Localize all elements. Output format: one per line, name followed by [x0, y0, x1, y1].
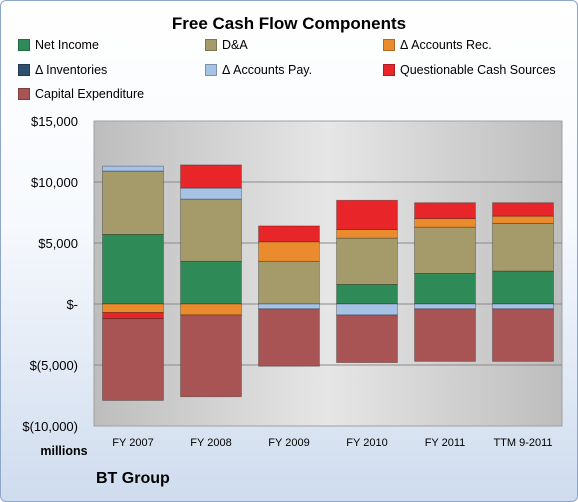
legend-label: Questionable Cash Sources: [400, 63, 556, 77]
bar-segment: [414, 226, 476, 274]
x-tick-label: FY 2010: [346, 437, 387, 449]
bar-segment: [492, 202, 554, 217]
legend-label: D&A: [222, 38, 248, 52]
bar-segment: [492, 215, 554, 224]
bar-segment: [180, 198, 242, 262]
bar-segment: [336, 237, 398, 285]
y-tick-label: $-: [66, 297, 78, 312]
legend-item-6: Capital Expenditure: [18, 87, 144, 101]
bar-segment: [258, 303, 320, 310]
y-tick-label: $15,000: [31, 114, 78, 129]
legend-swatch: [18, 64, 30, 76]
legend-label: Net Income: [35, 38, 99, 52]
legend-item-0: Net Income: [18, 38, 99, 52]
legend-label: Δ Accounts Pay.: [222, 63, 313, 77]
bar-segment: [336, 229, 398, 239]
bar-segment: [102, 318, 164, 401]
bar-segment: [180, 314, 242, 398]
bar-segment: [180, 164, 242, 189]
x-tick-label: TTM 9-2011: [493, 437, 552, 449]
bar-segment: [492, 223, 554, 272]
legend-item-2: Δ Accounts Rec.: [383, 38, 492, 52]
bar-segment: [258, 225, 320, 243]
bar-segment: [258, 241, 320, 262]
legend-label: Δ Inventories: [35, 63, 108, 77]
bar-segment: [492, 303, 554, 310]
legend-item-1: D&A: [205, 38, 248, 52]
bar-segment: [180, 187, 242, 200]
chart-title: Free Cash Flow Components: [171, 14, 407, 33]
bar-segment: [414, 202, 476, 220]
bar-segment: [492, 270, 554, 305]
bar-segment: [258, 260, 320, 305]
bar-segment: [336, 284, 398, 305]
chart-legend: Net Income D&A Δ Accounts Rec. Δ Inventorie…: [0, 0, 578, 110]
legend-swatch: [18, 88, 30, 100]
bar-segment: [336, 314, 398, 363]
bar-segment: [180, 303, 242, 316]
bar-segment: [102, 303, 164, 313]
x-tick-label: FY 2009: [268, 437, 309, 449]
units-label: millions: [40, 444, 87, 458]
legend-item-4: Δ Accounts Pay.: [205, 63, 312, 77]
legend-swatch: [18, 39, 30, 51]
x-tick-label: FY 2008: [190, 437, 231, 449]
bar-segment: [414, 273, 476, 305]
bar-segment: [414, 303, 476, 310]
legend-item-5: Questionable Cash Sources: [383, 63, 556, 77]
bar-segment: [336, 303, 398, 316]
legend-label: Capital Expenditure: [35, 87, 145, 101]
bar-segment: [414, 308, 476, 362]
bar-segment: [102, 170, 164, 235]
y-tick-label: $10,000: [31, 175, 78, 190]
y-tick-label: $(10,000): [22, 419, 78, 434]
x-tick-label: FY 2011: [425, 437, 466, 449]
legend-swatch: [383, 39, 395, 51]
x-tick-label: FY 2007: [112, 437, 153, 449]
bar-segment: [492, 308, 554, 362]
y-tick-label: $5,000: [38, 236, 78, 251]
bar-segment: [336, 199, 398, 230]
legend-swatch: [205, 64, 217, 76]
bar-segment: [180, 260, 242, 305]
company-label: BT Group: [96, 470, 170, 487]
y-tick-label: $(5,000): [30, 358, 78, 373]
bar-segment: [102, 234, 164, 305]
legend-item-3: Δ Inventories: [18, 63, 107, 77]
bar-segment: [414, 218, 476, 228]
bar-segment: [258, 308, 320, 367]
bar-segment: [102, 165, 164, 172]
legend-swatch: [205, 39, 217, 51]
bar-segment: [102, 312, 164, 320]
plot-area: [93, 120, 563, 427]
legend-swatch: [383, 64, 395, 76]
legend-label: Δ Accounts Rec.: [400, 38, 492, 52]
